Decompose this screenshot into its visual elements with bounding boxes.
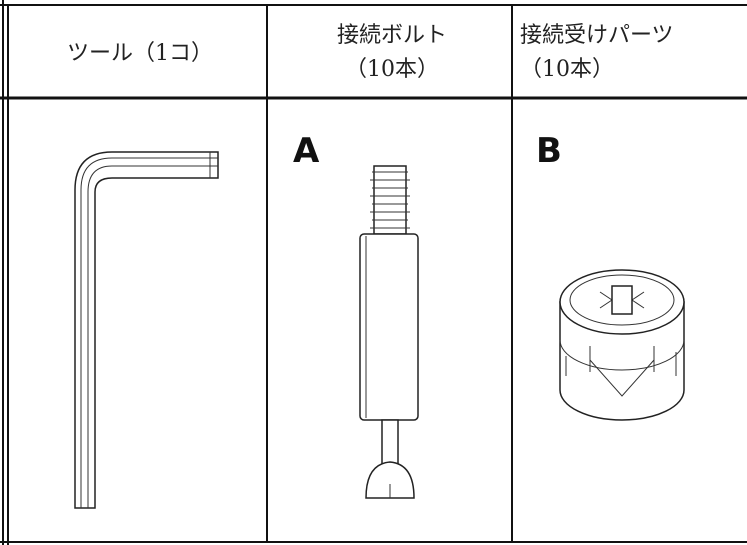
bolt-illustration [359,165,419,499]
header-bolt: 接続ボルト [337,23,447,48]
header-bolt-qty: （10本） [345,57,439,82]
header-cam: 接続受けパーツ [520,23,674,48]
label-b: B [536,131,562,171]
label-a: A [293,131,320,171]
header-tool: ツール（1コ） [67,41,213,66]
cam-lock-illustration [559,269,685,421]
header-cam-qty: （10本） [520,57,614,82]
hex-key-illustration [74,151,219,509]
